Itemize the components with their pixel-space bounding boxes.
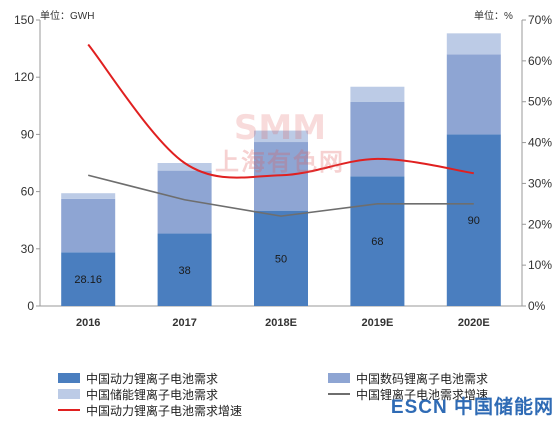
data-label-power-2020E: 90 — [468, 215, 480, 227]
data-label-power-2018E: 50 — [275, 253, 287, 265]
left-tick-label: 30 — [21, 242, 35, 256]
x-tick-label: 2020E — [458, 317, 490, 329]
legend-item-power-growth: 中国动力锂离子电池需求增速 — [58, 402, 242, 418]
bar-storage-2016 — [61, 193, 116, 199]
line-power-growth — [87, 43, 474, 179]
watermark-escn: ESCN 中国储能网 — [390, 397, 554, 418]
left-tick-label: 150 — [14, 13, 34, 27]
bar-digital-2016 — [61, 198, 116, 253]
chart: 0 30 60 90 120 150 0% 10% 20% 30% 40% 50% 60% 70% 2016… — [14, 9, 552, 329]
bar-power-2016 — [61, 252, 116, 306]
right-tick-label: 30% — [528, 176, 552, 190]
right-tick-label: 0% — [528, 299, 546, 313]
legend-label-power-growth: 中国动力锂离子电池需求增速 — [86, 403, 243, 418]
bar-storage-2017 — [157, 163, 212, 171]
legend-swatch-power-growth — [58, 409, 80, 411]
line-total-growth — [88, 174, 474, 217]
bar-storage-2019E — [350, 86, 405, 102]
legend-swatch-storage — [58, 389, 80, 399]
right-tick-label: 50% — [528, 95, 552, 109]
right-tick-label: 60% — [528, 54, 552, 68]
bar-power-2020E — [446, 134, 501, 306]
x-tick-label: 2016 — [76, 317, 100, 329]
legend-label-storage: 中国储能锂离子电池需求 — [86, 387, 219, 402]
bar-storage-2020E — [446, 33, 501, 55]
left-tick-label: 120 — [14, 70, 34, 84]
legend-swatch-power — [58, 373, 80, 383]
legend-item-power: 中国动力锂离子电池需求 — [58, 370, 218, 386]
legend-label-digital: 中国数码锂离子电池需求 — [356, 371, 489, 386]
bar-power-2018E — [254, 210, 308, 306]
x-tick-label: 2019E — [361, 317, 393, 329]
legend-swatch-total-growth — [328, 393, 350, 395]
legend: 中国动力锂离子电池需求 中国数码锂离子电池需求 中国储能锂离子电池需求 中国锂离… — [58, 368, 558, 418]
bar-power-2017 — [157, 233, 212, 306]
labels: 28.16 38 50 68 90 — [74, 215, 479, 286]
bar-digital-2017 — [157, 170, 212, 234]
left-axis-unit: 单位：GWH — [40, 9, 94, 22]
bars — [61, 33, 501, 306]
watermark-smm: SMM — [233, 108, 327, 148]
data-label-power-2016: 28.16 — [74, 274, 102, 286]
bar-digital-2020E — [446, 54, 501, 135]
data-label-power-2019E: 68 — [371, 236, 383, 248]
axes: 0 30 60 90 120 150 0% 10% 20% 30% 40% 50% 60% 70% 2016… — [14, 13, 552, 329]
bar-power-2019E — [350, 176, 405, 306]
bar-storage-2018E — [254, 130, 308, 143]
bar-digital-2019E — [350, 101, 405, 177]
right-tick-label: 10% — [528, 258, 552, 272]
x-tick-label: 2018E — [265, 317, 297, 329]
right-tick-label: 70% — [528, 13, 552, 27]
legend-label-power: 中国动力锂离子电池需求 — [86, 371, 219, 386]
x-tick-label: 2017 — [172, 317, 196, 329]
left-tick-label: 90 — [21, 127, 35, 141]
legend-label-total-growth: 中国锂离子电池需求增速 — [356, 387, 489, 402]
left-tick-label: 60 — [21, 185, 35, 199]
right-tick-label: 40% — [528, 136, 552, 150]
data-label-power-2017: 38 — [178, 265, 190, 277]
legend-item-total-growth: 中国锂离子电池需求增速 — [328, 386, 488, 402]
legend-swatch-digital — [328, 373, 350, 383]
left-tick-label: 0 — [27, 299, 34, 313]
right-tick-label: 20% — [528, 217, 552, 231]
lines — [87, 43, 474, 217]
legend-item-storage: 中国储能锂离子电池需求 — [58, 386, 218, 402]
legend-item-digital: 中国数码锂离子电池需求 — [328, 370, 488, 386]
right-axis-unit: 单位：% — [474, 9, 513, 22]
watermark-shanghai: 上海有色网 — [215, 149, 345, 176]
